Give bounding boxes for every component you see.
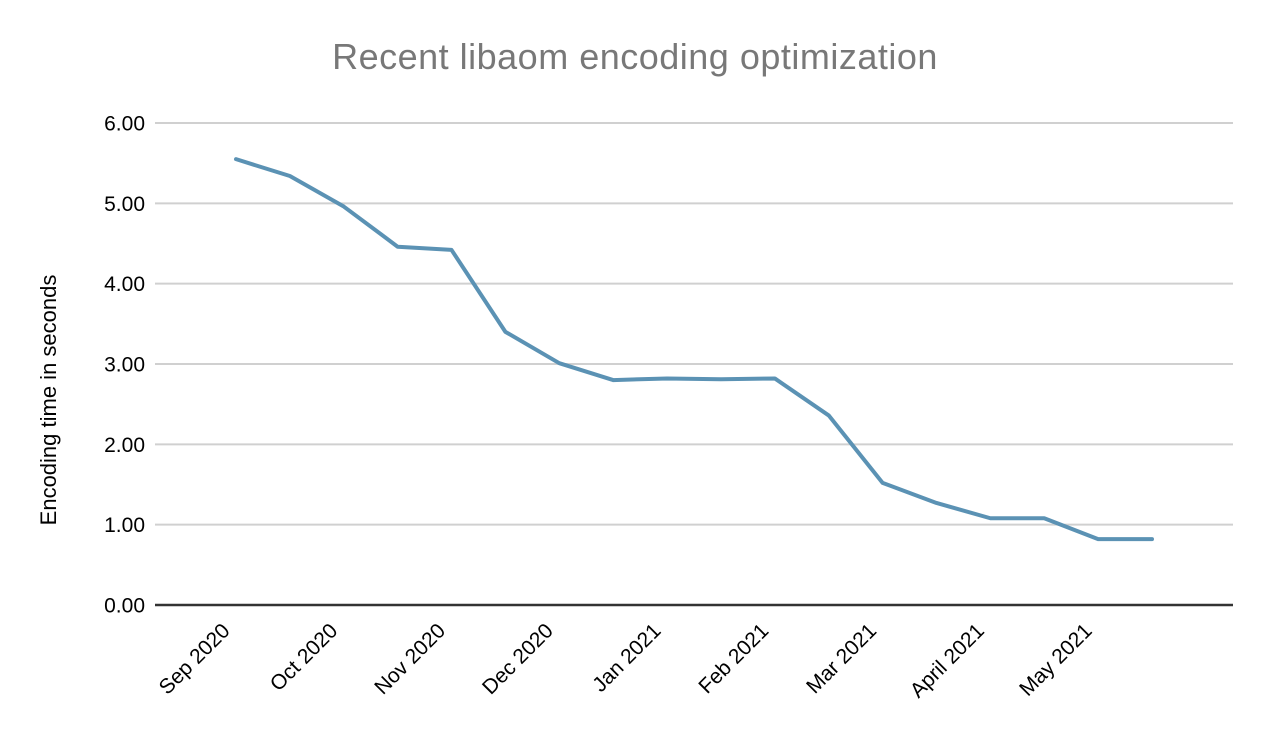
x-tick-label: Nov 2020 — [370, 619, 450, 699]
x-tick-label: Sep 2020 — [155, 619, 235, 699]
y-tick-label: 2.00 — [104, 434, 145, 457]
x-tick-label: Mar 2021 — [802, 619, 881, 698]
x-tick-label: Jan 2021 — [588, 619, 665, 696]
x-tick-label: May 2021 — [1015, 619, 1096, 700]
x-tick-label: Oct 2020 — [266, 619, 343, 696]
y-tick-label: 0.00 — [104, 595, 145, 618]
chart-title: Recent libaom encoding optimization — [332, 36, 938, 77]
encoding-time-line — [234, 157, 1154, 542]
x-tick-label: April 2021 — [906, 619, 989, 702]
y-tick-label: 5.00 — [104, 193, 145, 216]
x-tick-label: Dec 2020 — [478, 619, 558, 699]
y-tick-label: 1.00 — [104, 514, 145, 537]
y-tick-label: 6.00 — [104, 113, 145, 136]
y-tick-label: 4.00 — [104, 273, 145, 296]
x-tick-label: Feb 2021 — [694, 619, 773, 698]
y-axis-title: Encoding time in seconds — [36, 275, 61, 526]
y-tick-label: 3.00 — [104, 354, 145, 377]
